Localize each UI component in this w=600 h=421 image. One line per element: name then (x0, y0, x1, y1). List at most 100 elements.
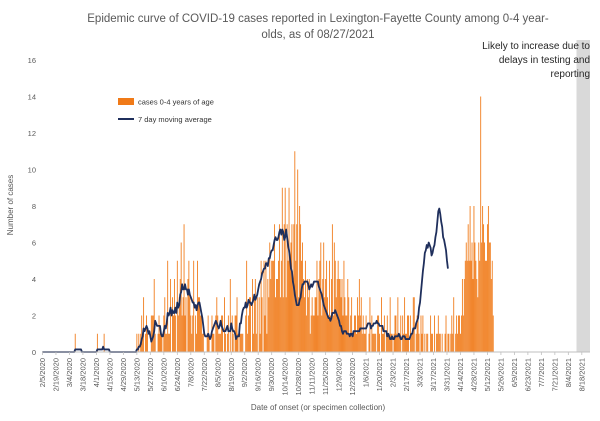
case-bar (147, 333, 148, 352)
case-bar (282, 297, 284, 352)
case-bar (167, 260, 169, 352)
case-bar (311, 297, 313, 352)
case-bar (237, 333, 239, 352)
case-bar (383, 315, 385, 352)
x-tick-label: 2/3/2021 (389, 358, 398, 387)
y-tick-label: 2 (32, 312, 36, 321)
case-bar (166, 333, 168, 352)
case-bar (198, 297, 199, 352)
x-tick-label: 4/15/2020 (105, 358, 114, 391)
case-bar (258, 297, 260, 352)
case-bar (478, 242, 480, 352)
case-bar (187, 279, 189, 352)
case-bar (274, 224, 276, 352)
case-bar (225, 333, 226, 352)
case-bar (249, 297, 250, 352)
case-bar (226, 333, 228, 352)
reporting-delay-shade (576, 40, 590, 352)
axis-layer: 0 2 4 6 8 10 12 14 16 2/5/2020 2/19/2020 3/4/2020 3/… (28, 56, 590, 396)
x-tick-label: 5/26/2021 (496, 358, 505, 391)
annotation: Likely to increase due to delays in test… (482, 41, 590, 80)
case-bar (200, 315, 201, 352)
case-bar (315, 297, 317, 352)
case-bar (153, 279, 155, 352)
case-bar (397, 297, 399, 352)
case-bar (411, 333, 413, 352)
case-bar (158, 315, 160, 352)
case-bar (353, 333, 354, 352)
case-bar (345, 315, 347, 352)
case-bar (452, 333, 454, 352)
case-bar (385, 333, 387, 352)
case-bar (463, 279, 465, 352)
case-bar (267, 279, 269, 352)
case-bar (375, 333, 377, 352)
case-bar (310, 315, 312, 352)
case-bar (280, 260, 282, 352)
case-bar (474, 242, 476, 352)
case-bar (165, 333, 167, 352)
case-bar (405, 333, 406, 352)
case-bar (154, 333, 156, 352)
case-bar (407, 315, 408, 352)
case-bar (268, 297, 270, 352)
case-bar (364, 333, 366, 352)
case-bar (145, 333, 146, 352)
case-bar (285, 297, 287, 352)
case-bar (269, 242, 271, 352)
x-tick-label: 9/16/2020 (254, 358, 263, 391)
y-tick-label: 14 (28, 93, 36, 102)
case-bar (136, 333, 138, 352)
case-bar (343, 260, 345, 352)
x-tick-label: 4/28/2021 (469, 358, 478, 391)
case-bar (242, 333, 244, 352)
x-tick-label: 5/12/2021 (483, 358, 492, 391)
case-bar (394, 315, 396, 352)
case-bar (272, 260, 274, 352)
x-tick-label: 8/5/2020 (213, 358, 222, 387)
case-bar (304, 297, 305, 352)
case-bar (314, 297, 316, 352)
case-bar (359, 315, 361, 352)
case-bar (381, 297, 382, 352)
case-bar (313, 315, 315, 352)
x-tick-label: 11/11/2020 (308, 358, 317, 394)
case-bar (368, 333, 370, 352)
case-bar (430, 315, 432, 352)
case-bar (235, 315, 237, 352)
case-bar (201, 333, 203, 352)
legend-label-moving-average: 7 day moving average (138, 115, 212, 124)
case-bar (352, 333, 354, 352)
case-bar (221, 315, 223, 352)
chart-title-line-2: olds, as of 08/27/2021 (261, 29, 374, 41)
case-bar (476, 279, 478, 352)
x-tick-label: 4/1/2020 (92, 358, 101, 387)
case-bar (395, 315, 397, 352)
case-bar (273, 260, 275, 352)
case-bar (340, 297, 342, 352)
case-bar (256, 297, 258, 352)
case-bar (252, 279, 253, 352)
case-bar (138, 333, 140, 352)
case-bar (298, 297, 300, 352)
case-bar (286, 224, 288, 352)
case-bar (388, 333, 390, 352)
case-bar (451, 315, 453, 352)
case-bar (283, 224, 285, 352)
case-bar (202, 333, 204, 352)
case-bar (399, 333, 401, 352)
x-tick-label: 7/8/2020 (186, 358, 195, 387)
case-bar (261, 297, 263, 352)
case-bar (447, 333, 449, 352)
x-tick-label: 4/29/2020 (119, 358, 128, 391)
x-tick-label: 2/19/2020 (51, 358, 60, 391)
case-bar (489, 242, 491, 352)
case-bar (276, 279, 277, 352)
case-bar (301, 260, 302, 352)
x-tick-label: 3/4/2020 (65, 358, 74, 387)
case-bar (470, 260, 472, 352)
case-bar (213, 333, 215, 352)
x-tick-label: 12/23/2020 (348, 358, 357, 396)
case-bar (292, 279, 294, 352)
case-bar (263, 260, 265, 352)
